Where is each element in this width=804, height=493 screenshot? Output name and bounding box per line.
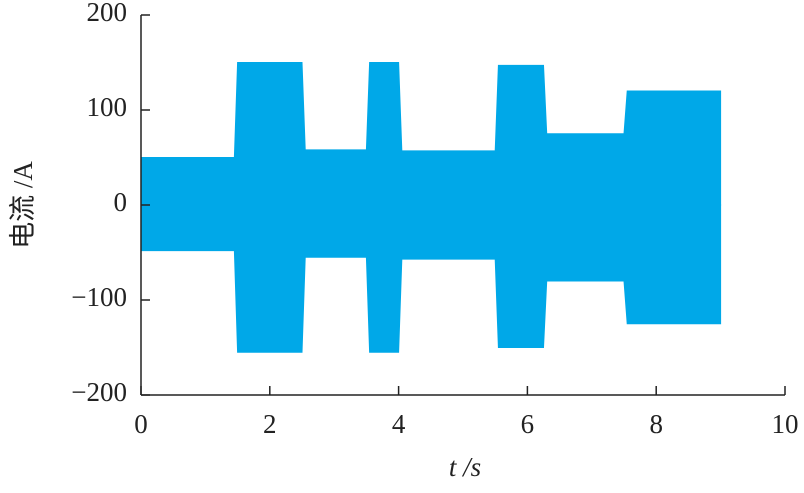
x-axis-label: t /s <box>449 452 481 482</box>
y-tick-label: 100 <box>87 92 128 122</box>
current-envelope <box>140 204 722 353</box>
x-tick-label: 8 <box>649 409 663 439</box>
y-tick-label: 0 <box>114 187 128 217</box>
y-axis-label: 电流 /A <box>8 161 38 249</box>
y-tick-label: 200 <box>87 0 128 27</box>
current-envelope <box>140 62 722 206</box>
y-tick-label: −100 <box>71 282 127 312</box>
x-tick-label: 10 <box>772 409 799 439</box>
x-tick-label: 2 <box>263 409 277 439</box>
x-tick-label: 6 <box>521 409 535 439</box>
x-tick-label: 4 <box>392 409 406 439</box>
x-tick-label: 0 <box>134 409 148 439</box>
y-tick-label: −200 <box>71 377 127 407</box>
